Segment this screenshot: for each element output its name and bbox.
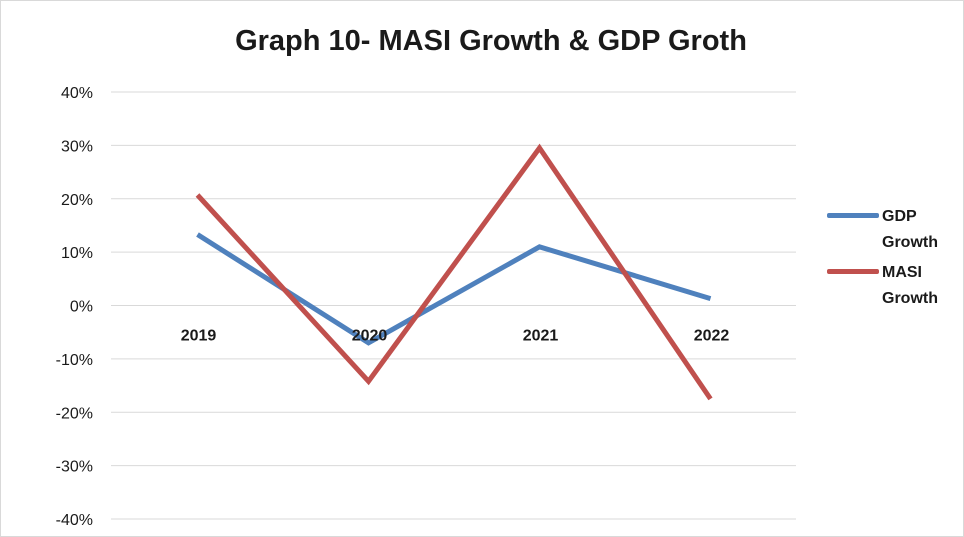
y-tick-label: 20%	[61, 192, 93, 209]
legend-item-gdp: GDP Growth	[827, 204, 963, 260]
x-tick-label: 2020	[352, 328, 388, 345]
x-tick-label: 2021	[523, 328, 559, 345]
y-tick-label: -20%	[56, 405, 93, 422]
masi-growth-line	[195, 143, 713, 401]
legend-label-gdp: GDP Growth	[882, 208, 938, 251]
y-tick-label: -40%	[56, 512, 93, 529]
chart-title: Graph 10- MASI Growth & GDP Groth	[235, 25, 747, 57]
y-tick-label: 30%	[61, 138, 93, 155]
legend-label-masi: MASI Growth	[882, 264, 938, 307]
x-tick-label: 2019	[181, 328, 217, 345]
y-tick-label: 10%	[61, 245, 93, 262]
y-tick-label: 0%	[70, 299, 93, 316]
gridlines	[111, 91, 796, 520]
legend-line-gdp	[827, 213, 879, 218]
y-tick-label: -30%	[56, 459, 93, 476]
y-tick-label: -10%	[56, 352, 93, 369]
legend-line-masi	[827, 269, 879, 274]
y-tick-label: 40%	[61, 85, 93, 102]
y-axis-ticks: 40% 30% 20% 10% 0% -10% -20% -30% -40%	[56, 85, 93, 529]
series-lines	[195, 143, 713, 401]
x-tick-label: 2022	[694, 328, 730, 345]
x-axis-ticks: 2019 2020 2021 2022	[181, 328, 730, 345]
legend: GDP Growth MASI Growth	[827, 204, 963, 316]
legend-item-masi: MASI Growth	[827, 260, 963, 316]
